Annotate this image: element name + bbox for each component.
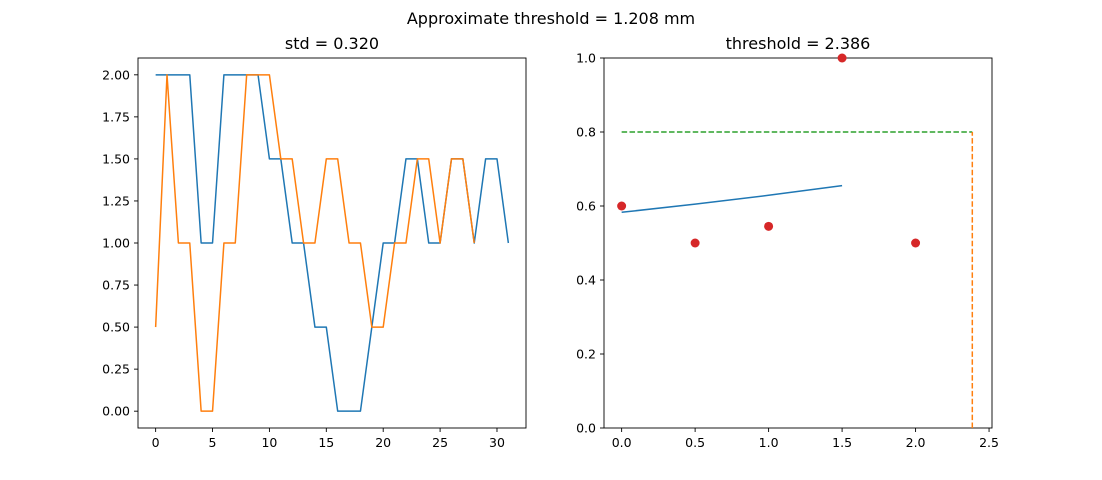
scatter-point (837, 53, 847, 63)
y-tick-label: 0.25 (102, 362, 130, 377)
x-tick-label: 0.5 (685, 435, 705, 450)
x-tick-label: 10 (261, 435, 277, 450)
figure-suptitle: Approximate threshold = 1.208 mm (407, 9, 695, 28)
x-tick-label: 2.0 (906, 435, 926, 450)
axes-title: std = 0.320 (285, 34, 379, 53)
y-tick-label: 1.75 (102, 109, 130, 124)
y-tick-label: 1.25 (102, 193, 130, 208)
y-tick-label: 0.50 (102, 320, 130, 335)
x-tick-label: 15 (318, 435, 334, 450)
y-tick-label: 0.4 (576, 273, 596, 288)
x-tick-label: 20 (375, 435, 391, 450)
axes-frame (603, 57, 993, 429)
y-tick-label: 2.00 (102, 67, 130, 82)
scatter-point (617, 201, 627, 211)
series-line-2 (154, 74, 475, 412)
series-line-1 (155, 74, 510, 412)
x-tick-label: 1.5 (832, 435, 852, 450)
right-scatter-chart: threshold = 2.386 0.0 0.5 1.0 1.5 2.0 2.5 0.0 0.… (576, 34, 999, 450)
scatter-point (764, 221, 774, 231)
x-tick-label: 0 (152, 435, 160, 450)
y-tick-label: 0.2 (576, 347, 596, 362)
x-tick-label: 0.0 (612, 435, 632, 450)
y-tick-label: 1.50 (102, 151, 130, 166)
y-tick-label: 0.6 (576, 199, 596, 214)
y-tick-label: 0.0 (576, 421, 596, 436)
x-tick-label: 30 (489, 435, 505, 450)
y-tick-label: 1.00 (102, 236, 130, 251)
scatter-point (690, 238, 700, 248)
fit-line (621, 184, 843, 214)
scatter-point (911, 238, 921, 248)
y-tick-label: 1.0 (576, 51, 596, 66)
y-tick-label: 0.8 (576, 125, 596, 140)
x-tick-label: 2.5 (979, 435, 999, 450)
left-line-chart: std = 0.320 0 5 10 15 20 25 30 0.00 0.25 0.50 0.75 1… (102, 34, 527, 450)
axes-title: threshold = 2.386 (726, 34, 871, 53)
x-tick-label: 5 (209, 435, 217, 450)
y-tick-label: 0.75 (102, 278, 130, 293)
x-tick-label: 1.0 (759, 435, 779, 450)
y-tick-label: 0.00 (102, 404, 130, 419)
x-tick-label: 25 (432, 435, 448, 450)
